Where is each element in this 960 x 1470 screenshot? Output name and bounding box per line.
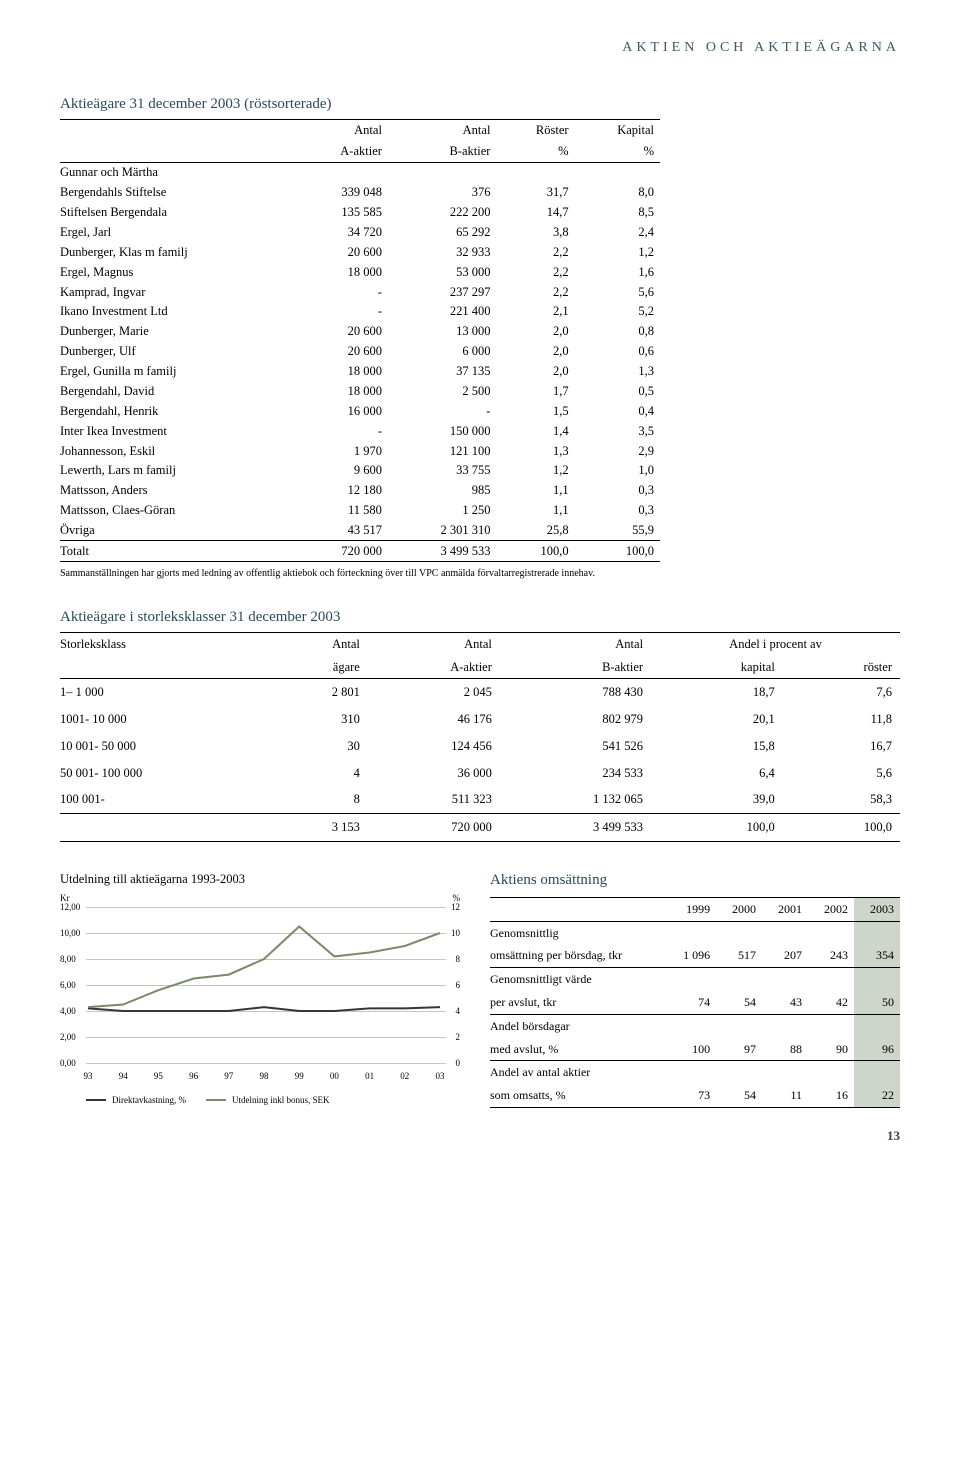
table-row: Genomsnittligt värde bbox=[490, 968, 900, 991]
table-row: Ergel, Gunilla m familj18 00037 1352,01,… bbox=[60, 362, 660, 382]
table1-head: AntalAntalRösterKapital A-aktierB-aktier… bbox=[60, 120, 660, 163]
table1-col-sub: % bbox=[575, 141, 660, 162]
table-row: 50 001- 100 000436 000234 5336,45,6 bbox=[60, 760, 900, 787]
table2-col-top: Storleksklass bbox=[60, 632, 267, 655]
table2-total-row: 3 153720 0003 499 533100,0100,0 bbox=[60, 814, 900, 842]
chart-svg bbox=[60, 893, 460, 1093]
table-row: Inter Ikea Investment-150 0001,43,5 bbox=[60, 421, 660, 441]
page-number: 13 bbox=[60, 1128, 900, 1144]
chart-title: Utdelning till aktieägarna 1993-2003 bbox=[60, 872, 460, 887]
turnover-year: 2000 bbox=[716, 897, 762, 921]
chart-series bbox=[88, 926, 440, 1007]
table-row: 1– 1 0002 8012 045788 43018,77,6 bbox=[60, 679, 900, 706]
table-row: Dunberger, Ulf20 6006 0002,00,6 bbox=[60, 342, 660, 362]
table2-col-top: Antal bbox=[368, 632, 500, 655]
chart-column: Utdelning till aktieägarna 1993-2003 Kr%… bbox=[60, 872, 460, 1108]
dividend-chart: Kr%12,001210,00108,0086,0064,0042,0020,0… bbox=[60, 893, 460, 1093]
table-row: 10 001- 50 00030124 456541 52615,816,7 bbox=[60, 733, 900, 760]
table-row: Ikano Investment Ltd-221 4002,15,2 bbox=[60, 302, 660, 322]
table1-col-top: Kapital bbox=[575, 120, 660, 141]
table2-col-sub: ägare bbox=[267, 656, 368, 679]
legend-item: Direktavkastning, % bbox=[86, 1095, 186, 1105]
table-row: Johannesson, Eskil1 970121 1001,32,9 bbox=[60, 441, 660, 461]
turnover-table: 19992000200120022003 Genomsnittligomsätt… bbox=[490, 897, 900, 1108]
table-row: Genomsnittlig bbox=[490, 921, 900, 944]
legend-swatch bbox=[86, 1099, 106, 1101]
shareholders-table-wrapper: Aktieägare 31 december 2003 (röstsortera… bbox=[60, 96, 660, 581]
table2-col-sub: röster bbox=[783, 656, 900, 679]
table1-col-top: Antal bbox=[388, 120, 497, 141]
table-row: per avslut, tkr7454434250 bbox=[490, 991, 900, 1014]
table1-col-top: Röster bbox=[496, 120, 574, 141]
table-row: Övriga43 5172 301 31025,855,9 bbox=[60, 521, 660, 541]
table-row: Andel av antal aktier bbox=[490, 1061, 900, 1084]
turnover-year: 1999 bbox=[666, 897, 716, 921]
sizeclass-table-wrapper: Aktieägare i storleksklasser 31 december… bbox=[60, 609, 900, 842]
legend-swatch bbox=[206, 1099, 226, 1101]
table2-col-top: Andel i procent av bbox=[651, 632, 900, 655]
shareholders-table: AntalAntalRösterKapital A-aktierB-aktier… bbox=[60, 119, 660, 562]
table1-col-top bbox=[60, 120, 294, 141]
table2-col-sub bbox=[60, 656, 267, 679]
table1-col-top: Antal bbox=[294, 120, 388, 141]
table1-total-row: Totalt720 0003 499 533100,0100,0 bbox=[60, 541, 660, 562]
legend-label: Utdelning inkl bonus, SEK bbox=[232, 1095, 330, 1105]
table-row: 1001- 10 00031046 176802 97920,111,8 bbox=[60, 706, 900, 733]
table1-col-sub: B-aktier bbox=[388, 141, 497, 162]
table-row: Kamprad, Ingvar-237 2972,25,6 bbox=[60, 282, 660, 302]
table-row: Bergendahl, David18 0002 5001,70,5 bbox=[60, 381, 660, 401]
table1-col-sub bbox=[60, 141, 294, 162]
legend-label: Direktavkastning, % bbox=[112, 1095, 186, 1105]
page-header: AKTIEN OCH AKTIEÄGARNA bbox=[60, 40, 900, 56]
turnover-year: 2003 bbox=[854, 897, 900, 921]
table-row: Dunberger, Marie20 60013 0002,00,8 bbox=[60, 322, 660, 342]
table2-col-sub: B-aktier bbox=[500, 656, 651, 679]
turnover-column: Aktiens omsättning 19992000200120022003 … bbox=[490, 872, 900, 1108]
sizeclass-table: StorleksklassAntalAntalAntalAndel i proc… bbox=[60, 632, 900, 842]
table-row: Andel börsdagar bbox=[490, 1014, 900, 1037]
table1-footnote: Sammanställningen har gjorts med ledning… bbox=[60, 568, 660, 581]
turnover-title: Aktiens omsättning bbox=[490, 872, 900, 889]
table2-col-top: Antal bbox=[267, 632, 368, 655]
bottom-section: Utdelning till aktieägarna 1993-2003 Kr%… bbox=[60, 872, 900, 1108]
table-row: Mattsson, Claes-Göran11 5801 2501,10,3 bbox=[60, 501, 660, 521]
table1-title: Aktieägare 31 december 2003 (röstsortera… bbox=[60, 96, 660, 113]
table2-col-top: Antal bbox=[500, 632, 651, 655]
page: AKTIEN OCH AKTIEÄGARNA Aktieägare 31 dec… bbox=[0, 0, 960, 1174]
table1-col-sub: A-aktier bbox=[294, 141, 388, 162]
table-row: Dunberger, Klas m familj20 60032 9332,21… bbox=[60, 242, 660, 262]
table-row: Ergel, Magnus18 00053 0002,21,6 bbox=[60, 262, 660, 282]
legend-item: Utdelning inkl bonus, SEK bbox=[206, 1095, 330, 1105]
table-row: Gunnar och Märtha bbox=[60, 162, 660, 182]
table1-col-sub: % bbox=[496, 141, 574, 162]
table-row: Bergendahl, Henrik16 000-1,50,4 bbox=[60, 401, 660, 421]
table-row: 100 001-8511 3231 132 06539,058,3 bbox=[60, 786, 900, 813]
table-row: som omsatts, %7354111622 bbox=[490, 1084, 900, 1107]
chart-legend: Direktavkastning, % Utdelning inkl bonus,… bbox=[60, 1095, 460, 1105]
chart-series bbox=[88, 1007, 440, 1011]
table-row: Lewerth, Lars m familj9 60033 7551,21,0 bbox=[60, 461, 660, 481]
turnover-year: 2001 bbox=[762, 897, 808, 921]
table-row: omsättning per börsdag, tkr1 09651720724… bbox=[490, 944, 900, 967]
table-row: Bergendahls Stiftelse339 04837631,78,0 bbox=[60, 183, 660, 203]
table-row: med avslut, %10097889096 bbox=[490, 1038, 900, 1061]
table-row: Ergel, Jarl34 72065 2923,82,4 bbox=[60, 222, 660, 242]
table2-col-sub: A-aktier bbox=[368, 656, 500, 679]
table-row: Mattsson, Anders12 1809851,10,3 bbox=[60, 481, 660, 501]
table2-col-sub: kapital bbox=[651, 656, 783, 679]
table2-title: Aktieägare i storleksklasser 31 december… bbox=[60, 609, 900, 626]
table-row: Stiftelsen Bergendala135 585222 20014,78… bbox=[60, 203, 660, 223]
turnover-year: 2002 bbox=[808, 897, 854, 921]
